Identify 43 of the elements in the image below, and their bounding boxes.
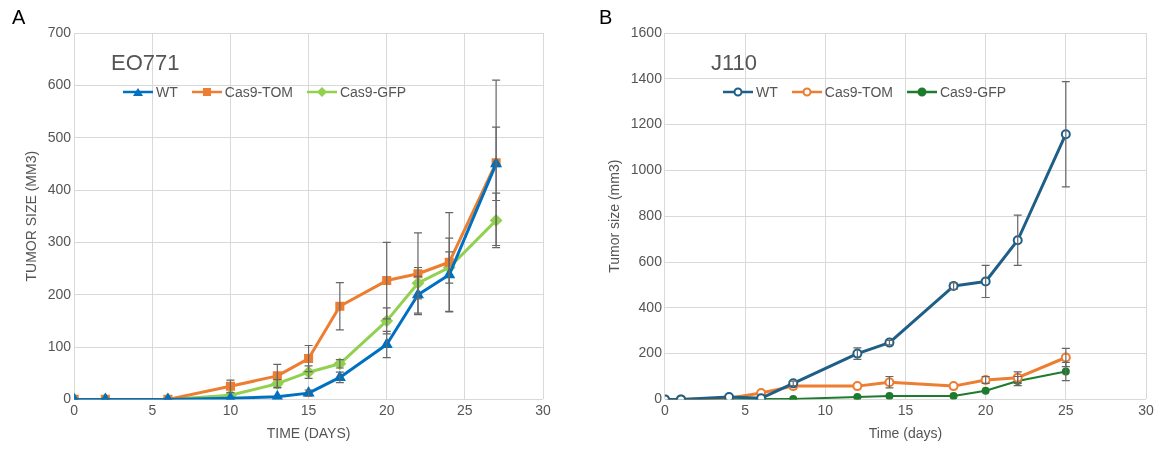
y-tick-label: 500 [47, 128, 72, 145]
text: B [599, 6, 613, 29]
legend-label: Cas9-TOM [224, 84, 293, 100]
y-axis-title: Tumor size (mm3) [606, 159, 623, 273]
y-tick-label: 700 [47, 23, 72, 40]
text: A [12, 6, 26, 29]
y-tick-label: 400 [638, 298, 663, 315]
x-tick-label: 15 [300, 401, 317, 418]
text: EO771 [111, 50, 180, 76]
legend-label: Cas9-GFP [339, 84, 407, 100]
x-tick-label: 5 [148, 401, 157, 418]
y-tick-label: 200 [47, 285, 72, 302]
x-tick-label: 10 [222, 401, 239, 418]
legend-label: WT [156, 84, 178, 100]
y-tick-label: 0 [654, 390, 663, 407]
y-tick-label: 200 [638, 344, 663, 361]
y-tick-label: 1200 [630, 115, 663, 132]
x-axis-title: TIME (DAYS) [266, 425, 351, 442]
y-tick-label: 1000 [630, 161, 663, 178]
y-tick-label: 1400 [630, 69, 663, 86]
x-axis-title: Time (days) [868, 425, 943, 442]
x-tick-label: 20 [378, 401, 395, 418]
y-tick-label: 1600 [630, 23, 663, 40]
x-tick-label: 20 [977, 401, 994, 418]
y-tick-label: 600 [638, 252, 663, 269]
x-tick-label: 25 [457, 401, 473, 418]
x-tick-label: 30 [535, 401, 551, 418]
x-tick-label: 5 [741, 401, 750, 418]
x-tick-label: 10 [817, 401, 834, 418]
y-tick-label: 800 [638, 207, 663, 224]
y-axis-title: TUMOR SIZE (MM3) [23, 150, 40, 282]
y-tick-label: 400 [47, 180, 72, 197]
y-tick-label: 300 [47, 233, 72, 250]
x-tick-label: 15 [897, 401, 914, 418]
legend-label: WT [756, 84, 778, 100]
x-tick-label: 25 [1058, 401, 1074, 418]
y-tick-label: 100 [47, 337, 72, 354]
x-tick-label: 30 [1138, 401, 1154, 418]
legend-label: Cas9-TOM [824, 84, 893, 100]
y-tick-label: 600 [47, 76, 72, 93]
y-tick-label: 0 [63, 390, 72, 407]
legend-label: Cas9-GFP [939, 84, 1007, 100]
text: J110 [711, 50, 758, 76]
